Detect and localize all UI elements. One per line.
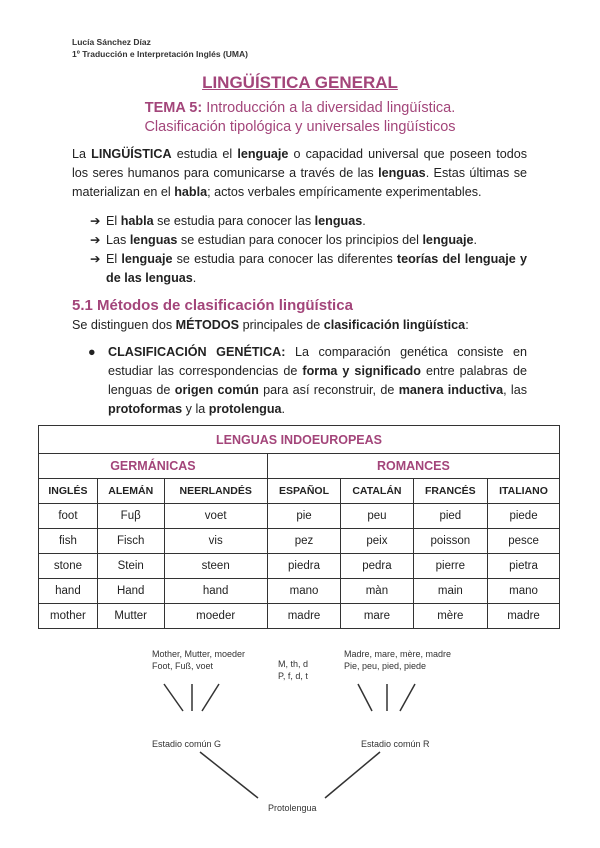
arrow-icon: ➔ [90,252,101,266]
table-cell: pie [266,503,342,529]
languages-table: LENGUAS INDOEUROPEAS GERMÁNICAS ROMANCES … [38,425,561,629]
bullet-dot-icon: ● [88,345,96,359]
table-cell: poisson [412,528,489,554]
table-cell: pierre [412,553,489,579]
author: Lucía Sánchez Díaz [72,37,151,47]
table-cell: pez [266,528,342,554]
table-cell: Hand [96,578,165,604]
bullet-list: ➔ El habla se estudia para conocer las le… [90,212,527,288]
germanic-words-2: Foot, Fuß, voet [152,661,214,671]
table-cell: stone [38,553,98,579]
table-cell: Mutter [96,603,165,629]
table-cell: foot [38,503,98,529]
table-cell: steen [163,553,268,579]
germanic-words-1: Mother, Mutter, moeder [152,649,245,659]
table-cell: hand [38,578,98,604]
column-header: INGLÉS [38,478,98,504]
table-title: LENGUAS INDOEUROPEAS [38,425,560,454]
group-germanic: GERMÁNICAS [38,453,268,479]
table-row: hand Hand hand mano màn main mano [38,578,560,604]
column-header: NEERLANDÉS [163,478,268,504]
table-cell: fish [38,528,98,554]
stage-romance: Estadio común R [361,739,430,749]
correspondences-2: P, f, d, t [278,671,308,681]
genetic-paragraph: ● CLASIFICACIÓN GENÉTICA: La comparación … [88,345,527,416]
table-cell: voet [163,503,268,529]
table-cell: pied [412,503,489,529]
section-intro: Se distinguen dos MÉTODOS principales de… [72,318,469,332]
table-cell: piede [487,503,560,529]
course: 1º Traducción e Interpretación Inglés (U… [72,49,248,59]
intro-paragraph: La LINGÜÍSTICA estudia el lenguaje o cap… [72,147,528,199]
subtitle: TEMA 5: Introducción a la diversidad lin… [0,99,600,137]
table-cell: piedra [266,553,342,579]
arrow-icon: ➔ [90,214,101,228]
romance-words-2: Pie, peu, pied, piede [344,661,426,671]
table-cell: pietra [487,553,560,579]
table-cell: mano [266,578,342,604]
table-cell: mère [412,603,489,629]
table-row: fish Fisch vis pez peix poisson pesce [38,528,560,554]
correspondences-1: M, th, d [278,659,308,669]
group-romance: ROMANCES [266,453,561,479]
column-header: CATALÁN [340,478,414,504]
bullet-2: ➔ Las lenguas se estudian para conocer lo… [90,231,527,250]
table-cell: mother [38,603,98,629]
table-row: mother Mutter moeder madre mare mère madre [38,603,560,629]
table-cell: main [412,578,489,604]
bullet-1: ➔ El habla se estudia para conocer las le… [90,212,527,231]
section-title: 5.1 Métodos de clasificación lingüística [72,297,353,314]
subtitle-line2: Clasificación tipológica y universales l… [144,119,456,135]
table-row: stone Stein steen piedra pedra pierre pietra [38,553,560,579]
column-header: FRANCÉS [412,478,489,504]
stage-germanic: Estadio común G [152,739,221,749]
table-cell: pesce [487,528,560,554]
tema-label: TEMA 5: [144,100,203,116]
table-cell: Fisch [96,528,165,554]
column-header: ALEMÁN [96,478,165,504]
table-cell: vis [163,528,268,554]
table-cell: Stein [96,553,165,579]
romance-words-1: Madre, mare, mère, madre [344,649,451,659]
table-cell: moeder [163,603,268,629]
table-cell: Fuβ [96,503,165,529]
reconstruction-diagram: Mother, Mutter, moeder Foot, Fuß, voet M… [152,649,451,813]
table-cell: hand [163,578,268,604]
table-cell: mare [340,603,414,629]
column-header: ITALIANO [487,478,560,504]
doc-title: LINGÜÍSTICA GENERAL [202,73,398,92]
subtitle-line1: Introducción a la diversidad lingüística… [202,100,456,116]
table-cell: màn [340,578,414,604]
bullet-3: ➔ El lenguaje se estudia para conocer las… [90,250,527,288]
table-cell: madre [266,603,342,629]
table-cell: mano [487,578,560,604]
table-cell: peu [340,503,414,529]
table-cell: madre [487,603,560,629]
protolanguage: Protolengua [268,803,317,813]
column-header: ESPAÑOL [266,478,342,504]
table-row: foot Fuβ voet pie peu pied piede [38,503,560,529]
diagram-lines [163,683,416,799]
arrow-icon: ➔ [90,233,101,247]
table-cell: pedra [340,553,414,579]
table-cell: peix [340,528,414,554]
